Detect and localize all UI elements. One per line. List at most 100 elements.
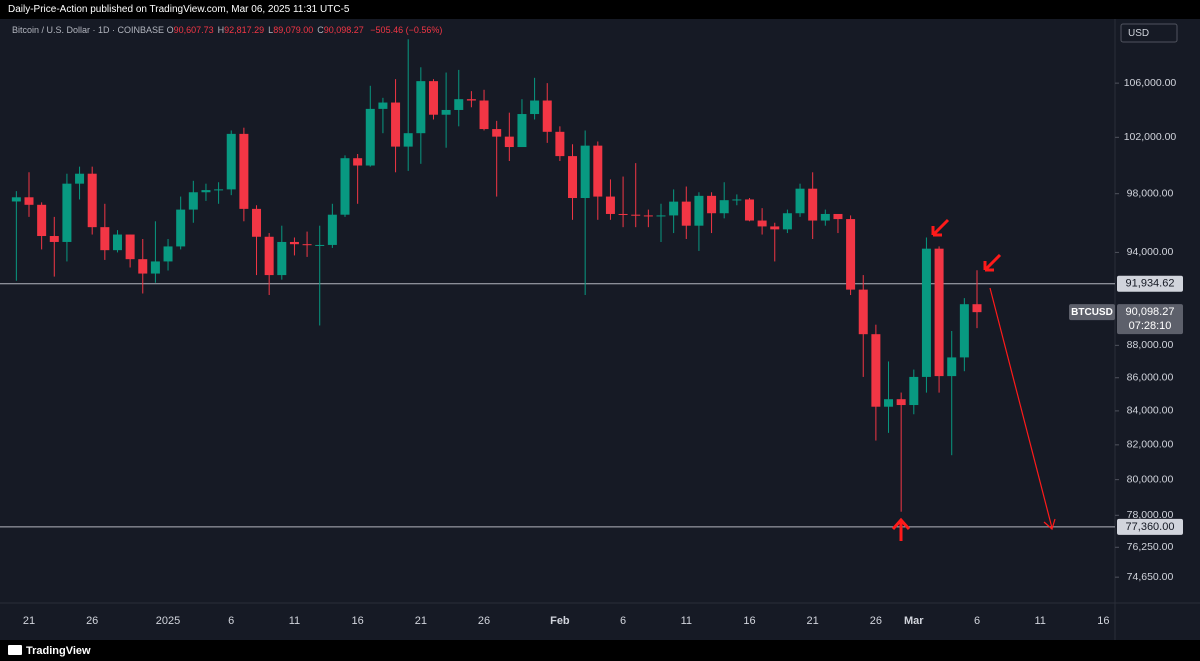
candle-body [947,357,957,377]
candle-body [277,241,287,276]
candle-body [719,200,729,214]
x-tick-label: 26 [478,615,490,627]
candle-body [757,220,767,227]
arrow-annotation [891,517,911,541]
x-tick-label: 16 [743,615,755,627]
candle-body [580,145,590,199]
bottom-bar [0,640,1200,661]
x-tick-label: 21 [807,615,819,627]
candle-body [441,109,451,115]
x-tick-label: 6 [620,615,626,627]
x-tick-label: 16 [1097,615,1109,627]
y-tick-label: 88,000.00 [1127,339,1174,351]
symbol-label: BTCUSD [1071,307,1113,318]
candle-body [365,108,375,166]
ohlc-value: 89,079.00 [273,25,314,35]
candle-body [959,304,969,358]
candle-body [656,215,666,217]
candle-body [568,156,578,199]
y-tick-label: 76,250.00 [1127,541,1174,553]
change-value: −505.46 (−0.56%) [370,25,443,35]
candle-body [264,236,274,276]
candle-body [909,376,919,406]
x-tick-label: 6 [228,615,234,627]
currency-button[interactable] [1120,23,1178,43]
candle-body [669,201,679,216]
x-tick-label: 11 [681,615,692,627]
candle-body [972,304,982,313]
candle-body [896,399,906,406]
last-price-box [1117,304,1183,335]
candle-body [315,244,325,246]
candle-body [605,196,615,214]
y-tick-label: 80,000.00 [1127,473,1174,485]
countdown-label: 07:28:10 [1129,320,1172,332]
x-tick-label: Feb [550,615,570,627]
brand-logo [8,645,22,655]
candle-body [884,399,894,407]
candle-body [466,99,476,101]
x-tick-label: Mar [904,615,924,627]
candle-body [542,100,552,132]
y-tick-label: 94,000.00 [1127,246,1174,258]
candle-body [11,197,21,202]
candle-body [87,173,97,228]
candle-body [62,183,72,242]
y-tick-label: 74,650.00 [1127,571,1174,583]
x-tick-label: 26 [870,615,882,627]
x-tick-label: 11 [1034,615,1045,627]
currency-label: USD [1128,28,1149,39]
candle-body [934,248,944,377]
candle-body [188,192,198,210]
candle-body [302,244,312,246]
candle-body [403,133,413,147]
candle-body [353,158,363,166]
y-tick-label: 106,000.00 [1124,77,1177,89]
candle-body [504,136,514,148]
symbol-legend: Bitcoin / U.S. Dollar · 1D · COINBASE O9… [12,25,446,35]
candle-body [846,219,856,290]
candle-body [593,145,603,197]
candle-body [744,199,754,221]
candle-body [100,227,110,251]
candle-body [530,100,540,115]
candle-body [631,214,641,216]
candle-body [921,248,931,377]
brand-name: TradingView [26,645,91,657]
x-tick-label: 26 [86,615,98,627]
projection-line [989,287,1056,531]
ohlc-value: 90,098.27 [323,25,364,35]
x-tick-label: 6 [974,615,980,627]
candle-body [707,195,717,214]
ohlc-key: C [317,25,324,35]
candle-body [37,204,47,237]
candle-body [618,213,628,215]
candle-body [112,234,122,251]
candle-body [517,114,527,148]
candle-body [858,289,868,335]
x-tick-label: 21 [23,615,35,627]
candle-body [214,189,224,191]
brand: TradingView [8,645,91,657]
price-axis: 74,650.00 76,250.00 78,000.00 80,000.00 82,0… [1115,77,1176,583]
candle-body [163,246,173,262]
publisher-line: Daily-Price-Action published on TradingV… [8,4,350,15]
candle-body [555,131,565,157]
x-tick-label: 16 [352,615,364,627]
candle-body [138,259,148,274]
candle-body [694,195,704,226]
candle-body [49,236,59,242]
candle-body [795,188,805,214]
plot-area [0,39,1115,528]
x-tick-label: 2025 [156,615,180,627]
candle-body [820,213,830,221]
candle-body [289,241,299,245]
candle-body [732,199,742,201]
candle-body [871,334,881,407]
candle-body [428,81,438,115]
y-tick-label: 102,000.00 [1124,131,1177,143]
y-tick-label: 78,000.00 [1127,509,1174,521]
candle-body [24,197,34,205]
